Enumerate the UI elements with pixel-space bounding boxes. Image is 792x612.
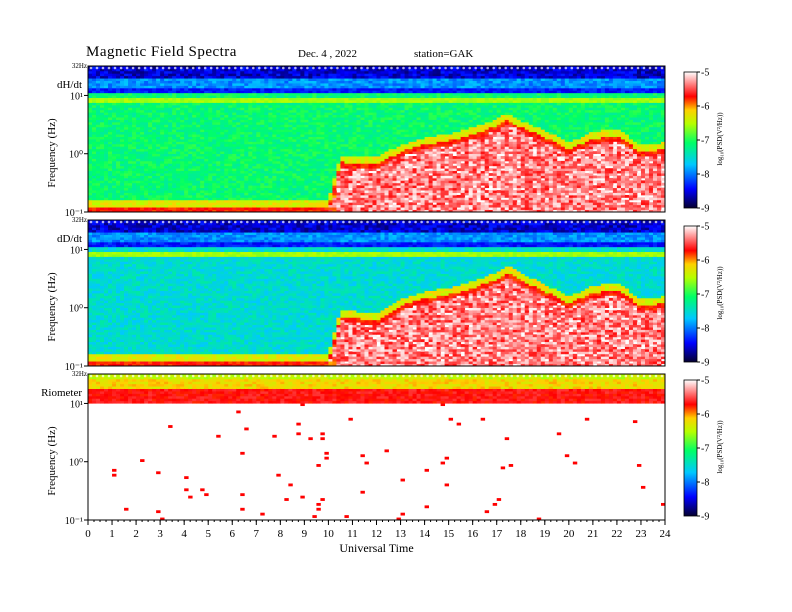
ytick-label: 10⁻¹ xyxy=(65,208,83,219)
ytick-label: 10⁰ xyxy=(69,150,83,161)
station-label: station=GAK xyxy=(414,48,474,60)
xtick-label: 1 xyxy=(109,528,115,540)
colorbar-tick-label: -9 xyxy=(701,512,709,523)
xtick-label: 2 xyxy=(133,528,139,540)
colorbar-tick-label: -8 xyxy=(701,478,709,489)
panel-label: dH/dt xyxy=(57,79,82,91)
xtick-label: 3 xyxy=(157,528,163,540)
heatmap-cells xyxy=(88,220,666,367)
colorbar-tick-label: -6 xyxy=(701,410,709,421)
x-axis: 0 1 2 3 4 5 6 7 8 9 10 11 12 13 14 15 16 17 18 19 20 21 22 23 24… xyxy=(85,520,671,555)
xtick-label: 18 xyxy=(515,528,527,540)
colorbar: -5 -6 -7 -8 -9 log₁₀(PSD(V²/Hz)) xyxy=(683,376,724,523)
xtick-label: 4 xyxy=(181,528,187,540)
colorbar-gradient xyxy=(683,379,698,517)
y-axis-label: Frequency (Hz) xyxy=(46,118,58,188)
ytick-label: 10⁰ xyxy=(69,458,83,469)
ytick-label: 10⁻¹ xyxy=(65,516,83,527)
top-marker-row xyxy=(89,220,664,224)
colorbar-gradient xyxy=(683,71,698,209)
xtick-label: 9 xyxy=(302,528,308,540)
x-axis-label: Universal Time xyxy=(339,541,413,555)
panel-label: Riometer xyxy=(41,387,82,399)
y-top-label: 32Hz xyxy=(72,370,87,378)
colorbar-tick-label: -8 xyxy=(701,324,709,335)
xtick-label: 8 xyxy=(278,528,284,540)
y-top-label: 32Hz xyxy=(72,216,87,224)
ytick-label: 10⁰ xyxy=(69,304,83,315)
xtick-label: 19 xyxy=(539,528,551,540)
colorbar-label: log₁₀(PSD(V²/Hz)) xyxy=(716,420,724,474)
ytick-label: 10¹ xyxy=(70,399,83,410)
xtick-label: 12 xyxy=(371,528,382,540)
page-title: Magnetic Field Spectra xyxy=(86,44,237,60)
xtick-label: 16 xyxy=(467,528,479,540)
xtick-label: 6 xyxy=(230,528,236,540)
ytick-label: 10¹ xyxy=(70,91,83,102)
xtick-label: 24 xyxy=(660,528,672,540)
xtick-label: 21 xyxy=(587,528,598,540)
colorbar-tick-label: -6 xyxy=(701,102,709,113)
colorbar: -5 -6 -7 -8 -9 log₁₀(PSD(V²/Hz)) xyxy=(683,68,724,215)
colorbar-tick-label: -7 xyxy=(701,136,709,147)
colorbar-label: log₁₀(PSD(V²/Hz)) xyxy=(716,112,724,166)
top-marker-row xyxy=(89,374,664,378)
panel-frame xyxy=(87,65,666,213)
heatmap-cells xyxy=(88,66,666,213)
xtick-label: 15 xyxy=(443,528,455,540)
panel-label: dD/dt xyxy=(57,233,82,245)
top-marker-row xyxy=(89,66,664,70)
y-axis-label: Frequency (Hz) xyxy=(46,426,58,496)
xtick-label: 11 xyxy=(347,528,358,540)
y-axis-label: Frequency (Hz) xyxy=(46,272,58,342)
xtick-label: 13 xyxy=(395,528,407,540)
xtick-label: 0 xyxy=(85,528,91,540)
xtick-label: 7 xyxy=(254,528,260,540)
xtick-label: 17 xyxy=(491,528,503,540)
colorbar-tick-label: -9 xyxy=(701,204,709,215)
colorbar-tick-label: -8 xyxy=(701,170,709,181)
colorbar-tick-label: -9 xyxy=(701,358,709,369)
colorbar-label: log₁₀(PSD(V²/Hz)) xyxy=(716,266,724,320)
xtick-label: 20 xyxy=(563,528,575,540)
colorbar-tick-label: -5 xyxy=(701,376,709,387)
y-top-label: 32Hz xyxy=(72,62,87,70)
colorbar-tick-label: -7 xyxy=(701,444,709,455)
xtick-label: 5 xyxy=(205,528,211,540)
ytick-label: 10⁻¹ xyxy=(65,362,83,373)
spectrogram-panel-3: 10¹ 10⁰ 10⁻¹ 32Hz Riometer Frequency (Hz) -5 -6… xyxy=(41,370,724,527)
xtick-label: 10 xyxy=(323,528,335,540)
colorbar-gradient xyxy=(683,225,698,363)
xtick-label: 14 xyxy=(419,528,431,540)
colorbar-tick-label: -5 xyxy=(701,222,709,233)
xtick-label: 22 xyxy=(611,528,622,540)
ytick-label: 10¹ xyxy=(70,245,83,256)
xtick-label: 23 xyxy=(635,528,647,540)
colorbar-tick-label: -6 xyxy=(701,256,709,267)
date-label: Dec. 4 , 2022 xyxy=(298,48,357,60)
colorbar: -5 -6 -7 -8 -9 log₁₀(PSD(V²/Hz)) xyxy=(683,222,724,369)
panel-frame xyxy=(87,219,666,367)
colorbar-tick-label: -5 xyxy=(701,68,709,79)
colorbar-tick-label: -7 xyxy=(701,290,709,301)
